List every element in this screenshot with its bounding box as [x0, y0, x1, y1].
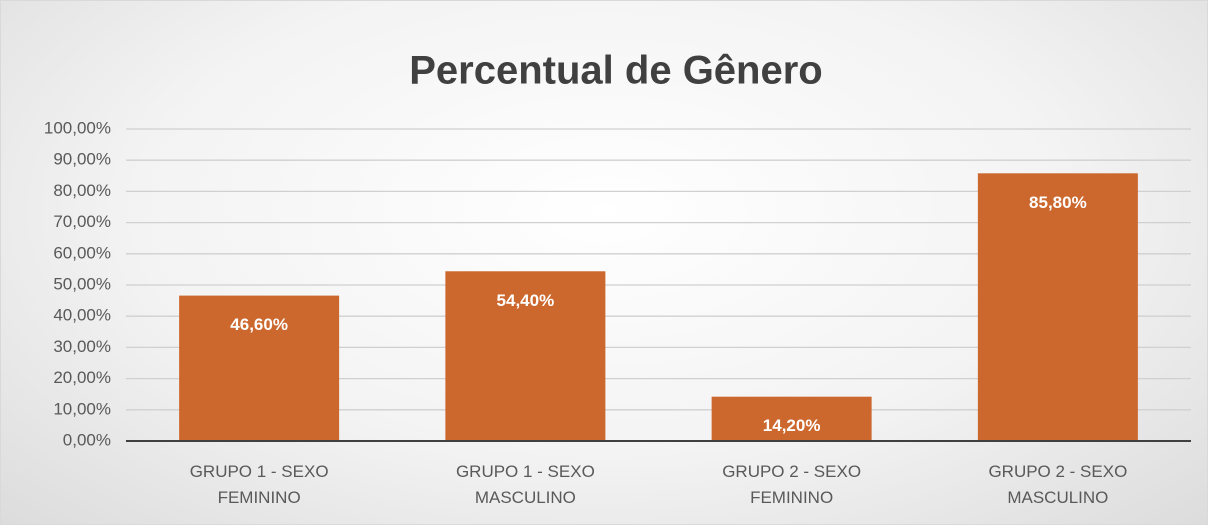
- data-label: 14,20%: [763, 416, 821, 435]
- y-tick-label: 70,00%: [53, 212, 111, 231]
- y-tick-label: 20,00%: [53, 368, 111, 387]
- y-tick-label: 60,00%: [53, 243, 111, 262]
- y-tick-label: 30,00%: [53, 337, 111, 356]
- data-label: 46,60%: [230, 315, 288, 334]
- y-tick-label: 10,00%: [53, 399, 111, 418]
- data-label: 85,80%: [1029, 193, 1087, 212]
- x-tick-label: GRUPO 1 - SEXO FEMININO: [189, 462, 329, 507]
- y-tick-label: 100,00%: [44, 118, 111, 137]
- bar: [445, 271, 606, 441]
- x-tick-label: GRUPO 2 - SEXO FEMININO: [722, 462, 862, 507]
- y-tick-label: 0,00%: [63, 430, 111, 449]
- bar: [179, 295, 340, 441]
- y-tick-label: 50,00%: [53, 274, 111, 293]
- y-tick-label: 80,00%: [53, 181, 111, 200]
- chart-title: Percentual de Gênero: [409, 49, 822, 93]
- x-tick-label: GRUPO 1 - SEXO MASCULINO: [455, 462, 595, 507]
- y-tick-label: 40,00%: [53, 306, 111, 325]
- data-label: 54,40%: [497, 291, 555, 310]
- y-tick-label: 90,00%: [53, 150, 111, 169]
- bar: [977, 173, 1138, 441]
- bar: [711, 396, 872, 441]
- x-tick-label: GRUPO 2 - SEXO MASCULINO: [988, 462, 1128, 507]
